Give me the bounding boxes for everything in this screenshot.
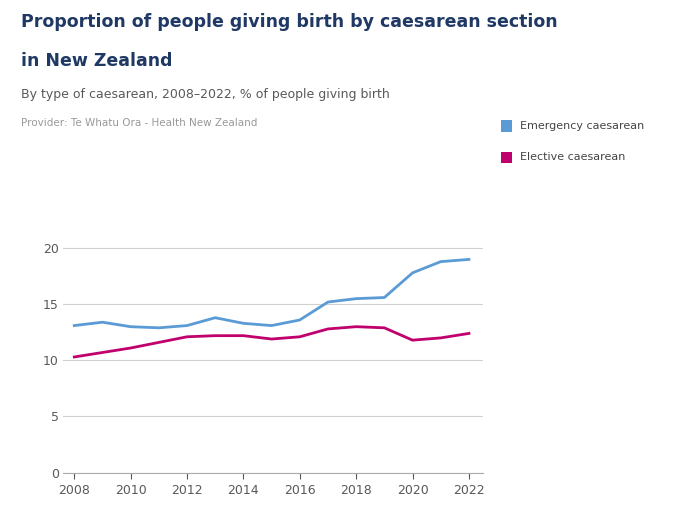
Text: in New Zealand: in New Zealand	[21, 52, 172, 70]
Text: Emergency caesarean: Emergency caesarean	[520, 121, 644, 131]
Text: Proportion of people giving birth by caesarean section: Proportion of people giving birth by cae…	[21, 13, 558, 31]
Text: figure.nz: figure.nz	[572, 22, 657, 40]
Text: Provider: Te Whatu Ora - Health New Zealand: Provider: Te Whatu Ora - Health New Zeal…	[21, 118, 258, 128]
Text: Elective caesarean: Elective caesarean	[520, 152, 626, 163]
Text: By type of caesarean, 2008–2022, % of people giving birth: By type of caesarean, 2008–2022, % of pe…	[21, 88, 390, 101]
